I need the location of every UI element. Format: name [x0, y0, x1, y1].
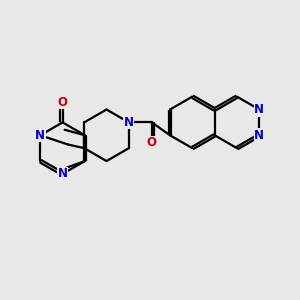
Text: N: N: [58, 167, 68, 180]
Text: N: N: [35, 129, 45, 142]
Text: N: N: [254, 103, 264, 116]
Text: O: O: [58, 96, 68, 109]
Text: O: O: [147, 136, 157, 149]
Text: N: N: [124, 116, 134, 129]
Text: N: N: [254, 129, 264, 142]
